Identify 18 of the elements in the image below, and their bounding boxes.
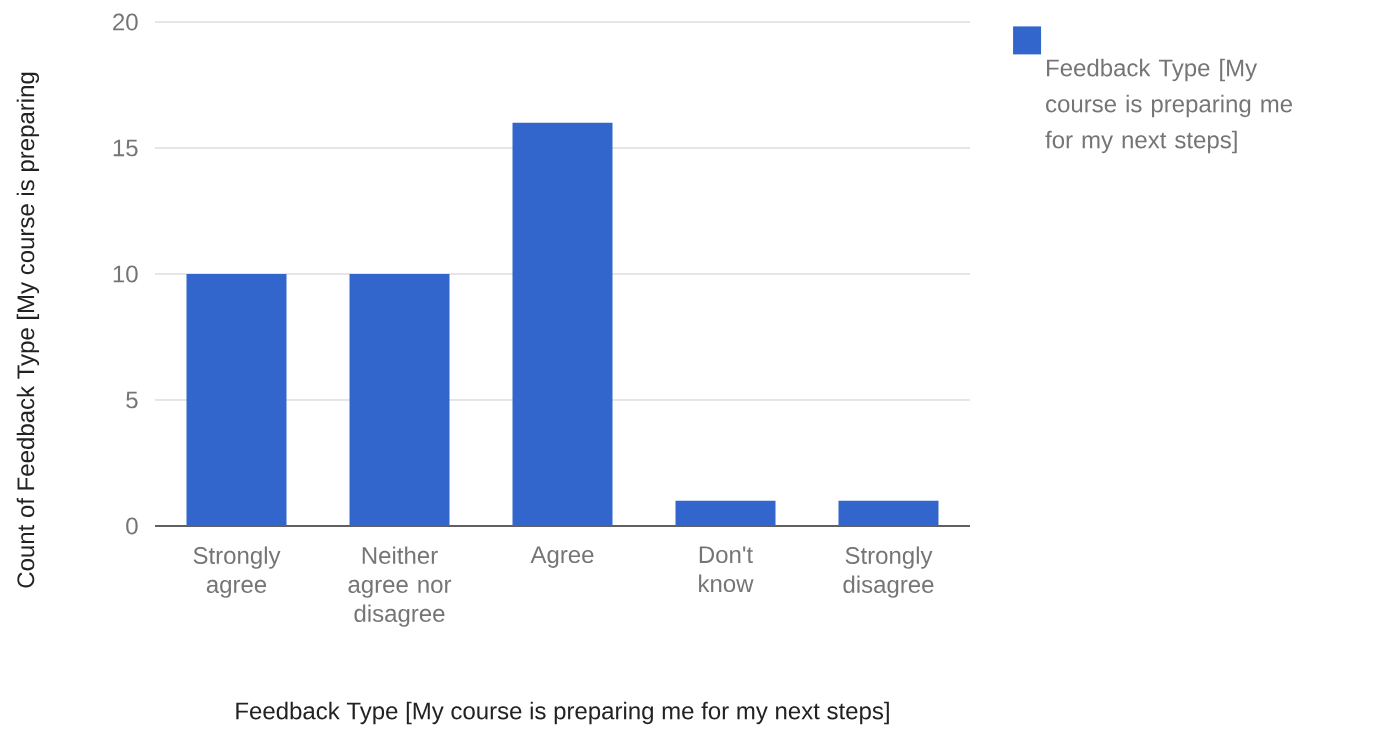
- bar: [512, 122, 613, 526]
- bar: [349, 273, 450, 526]
- x-tick-label: Strongly disagree: [843, 546, 934, 598]
- x-tick-label: Agree: [530, 546, 594, 568]
- y-axis-title: Count of Feedback Type [My course is preparing: [16, 72, 40, 588]
- bar: [186, 273, 287, 526]
- y-tick-label: 0: [126, 517, 138, 535]
- bar: [838, 500, 939, 526]
- x-tick-label: Strongly agree: [193, 546, 281, 598]
- x-tick-label: Neither agree nor disagree: [348, 546, 452, 627]
- y-tick-label: 5: [126, 391, 138, 409]
- x-axis-title: Feedback Type [My course is preparing me for my next steps]: [236, 701, 889, 725]
- legend-label: Feedback Type [My course is preparing me for my next steps]: [1045, 58, 1293, 154]
- bar: [675, 500, 776, 526]
- y-tick-label: 10: [113, 265, 138, 283]
- x-tick-label: Don't know: [699, 546, 754, 593]
- y-tick-label: 20: [113, 13, 138, 31]
- y-tick-label: 15: [113, 139, 138, 157]
